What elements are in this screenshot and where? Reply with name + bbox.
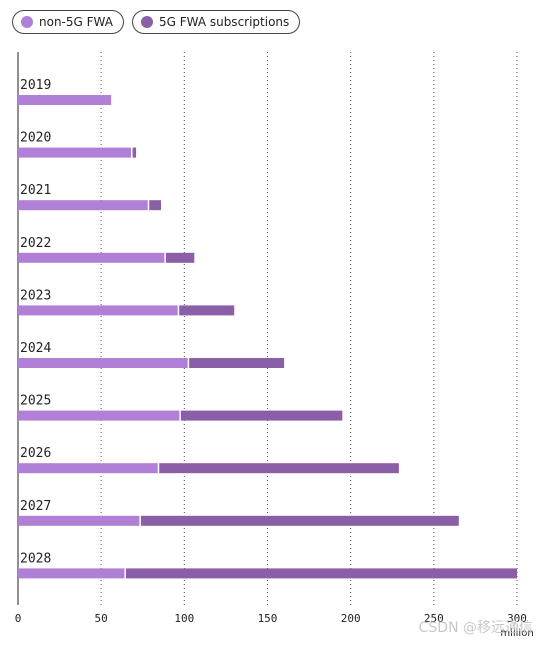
x-tick-label: 300 — [507, 612, 527, 625]
bar-5g-fwa — [179, 305, 235, 316]
bar-non-5g-fwa — [18, 515, 140, 526]
category-label: 2022 — [20, 236, 51, 251]
legend-item-5g-fwa[interactable]: 5G FWA subscriptions — [131, 10, 301, 34]
legend-label: non-5G FWA — [39, 15, 113, 29]
category-label: 2023 — [20, 288, 51, 303]
watermark: CSDN @移远通信 — [418, 620, 533, 636]
bar-non-5g-fwa — [18, 410, 180, 421]
category-label: 2020 — [20, 131, 51, 146]
bar-5g-fwa — [159, 463, 399, 474]
bar-non-5g-fwa — [18, 463, 158, 474]
category-label: 2027 — [20, 499, 51, 514]
bar-non-5g-fwa — [18, 358, 188, 368]
bar-5g-fwa — [125, 568, 517, 579]
x-tick-label: 0 — [15, 612, 22, 625]
bar-5g-fwa — [132, 147, 137, 158]
x-tick-label: 150 — [258, 612, 278, 625]
bar-5g-fwa — [165, 252, 195, 263]
legend-item-non-5g-fwa[interactable]: non-5G FWA — [12, 10, 124, 34]
category-label: 2021 — [20, 183, 51, 198]
bar-non-5g-fwa — [18, 95, 112, 105]
bar-non-5g-fwa — [18, 252, 165, 263]
bar-5g-fwa — [140, 515, 459, 526]
bar-5g-fwa — [189, 358, 285, 368]
bar-5g-fwa — [149, 200, 162, 211]
x-tick-label: 100 — [174, 612, 194, 625]
x-tick-label: 200 — [341, 612, 361, 625]
bar-non-5g-fwa — [18, 568, 125, 579]
legend-label: 5G FWA subscriptions — [158, 15, 290, 29]
category-label: 2026 — [20, 446, 51, 461]
legend-dot-icon — [140, 16, 153, 28]
bar-non-5g-fwa — [18, 305, 178, 316]
x-tick-label: 50 — [95, 612, 108, 625]
category-label: 2024 — [20, 341, 51, 356]
category-label: 2028 — [20, 551, 51, 566]
legend-dot-icon — [21, 16, 33, 28]
bar-5g-fwa — [180, 410, 343, 421]
x-unit-label: million — [500, 628, 533, 639]
category-label: 2019 — [20, 78, 51, 93]
bar-non-5g-fwa — [18, 200, 148, 211]
legend: non-5G FWA 5G FWA subscriptions — [12, 10, 301, 34]
x-tick-label: 250 — [424, 612, 444, 625]
bar-non-5g-fwa — [18, 147, 132, 158]
category-label: 2025 — [20, 394, 51, 409]
